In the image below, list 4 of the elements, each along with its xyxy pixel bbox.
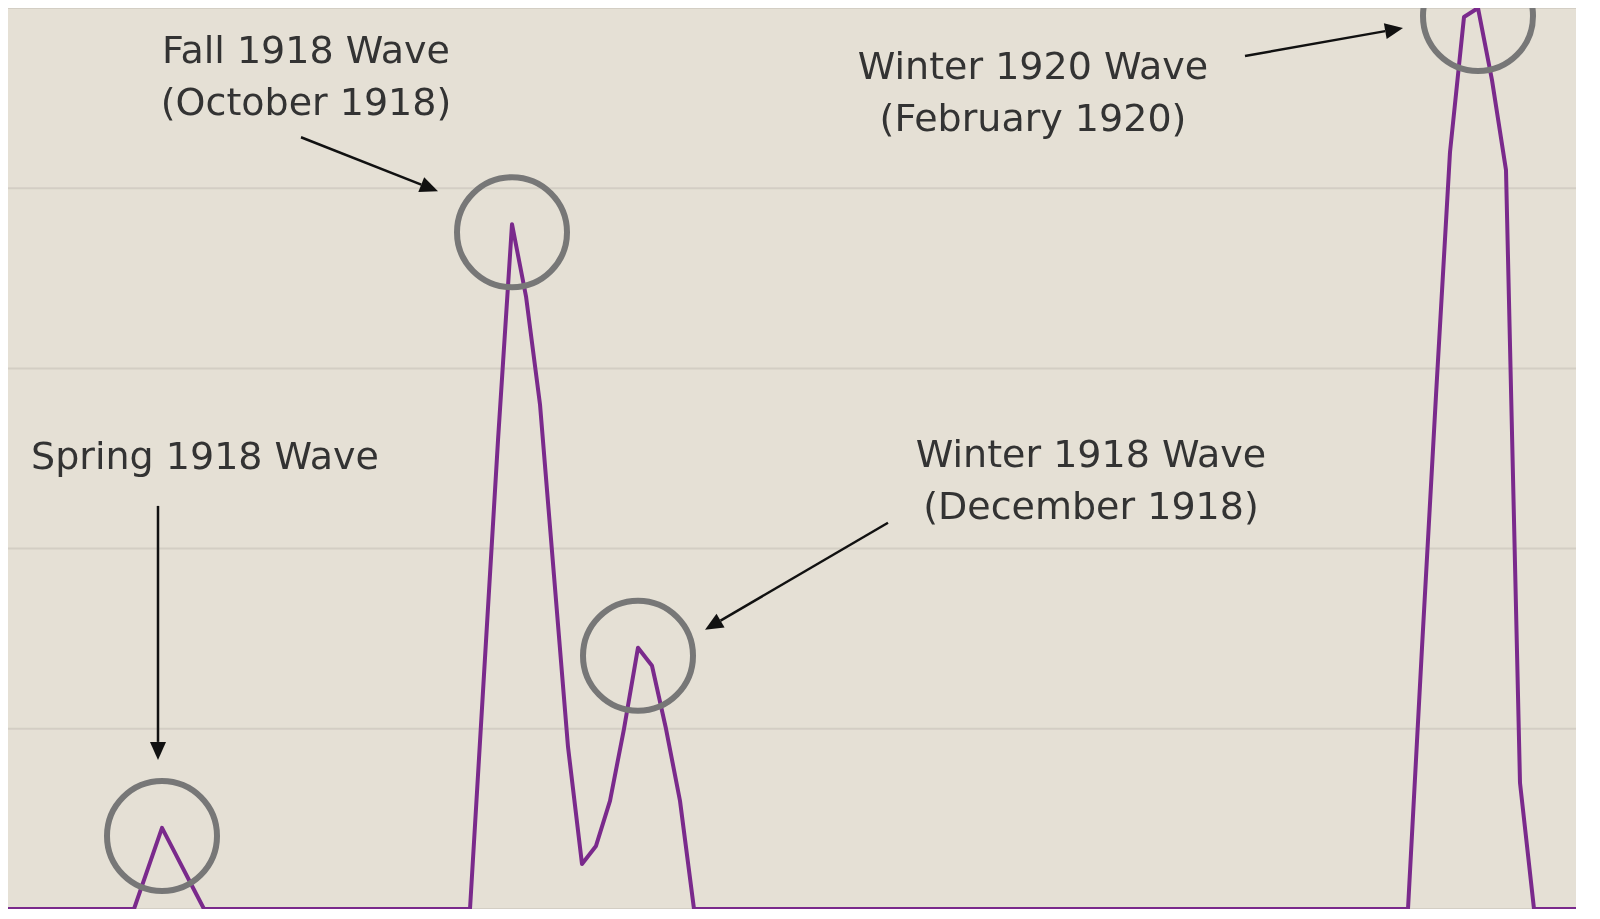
annotation: Spring 1918 Wave bbox=[30, 432, 380, 480]
annotation: Fall 1918 Wave (October 1918) bbox=[159, 27, 453, 127]
annotation: Winter 1918 Wave (December 1918) bbox=[914, 430, 1268, 530]
annotation: Winter 1920 Wave (February 1920) bbox=[856, 43, 1210, 142]
